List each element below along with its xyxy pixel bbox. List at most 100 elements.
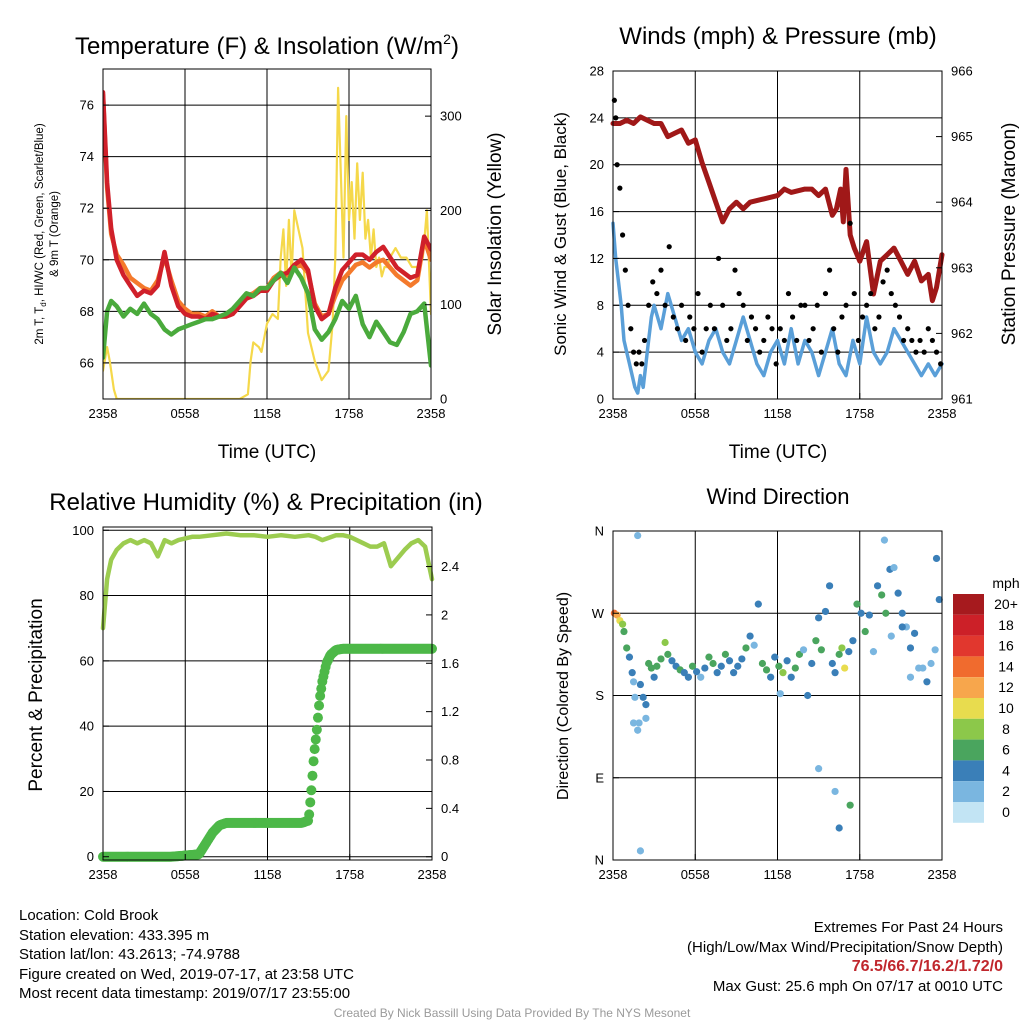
y-tick-label: 0: [87, 849, 94, 864]
wind-speed-y-axis: 0 4 8 12 16 20 24 28: [590, 64, 619, 407]
speed-colorbar: mph 20+ 18 16 14 12 10 8 6 4 2 0: [953, 575, 1020, 823]
direction-point: [838, 644, 846, 652]
extremes-values: 76.5/66.7/16.2/1.72/0: [851, 958, 1003, 975]
direction-point: [688, 662, 697, 670]
x-tick-label: 2358: [928, 406, 957, 421]
colorbar-label: 2: [1002, 783, 1010, 799]
direction-point: [831, 787, 839, 796]
x-tick-label: 0558: [681, 406, 710, 421]
gust-point: [744, 337, 750, 344]
gust-point: [674, 326, 681, 332]
colorbar-swatch: [953, 614, 984, 636]
gust-point: [761, 337, 767, 344]
direction-point: [841, 664, 849, 672]
direction-point: [835, 824, 843, 832]
direction-point: [668, 657, 676, 665]
direction-point: [865, 611, 873, 619]
y2-tick-label: 965: [951, 129, 973, 144]
gust-point: [670, 314, 676, 320]
extremes-subtitle: (High/Low/Max Wind/Precipitation/Snow De…: [687, 938, 1003, 956]
temperature-x-label: Time (UTC): [218, 442, 317, 463]
gust-point: [859, 314, 866, 320]
direction-point: [878, 591, 886, 599]
direction-point: [898, 623, 906, 631]
y-tick-label: 76: [80, 98, 94, 113]
wind-direction-points: [610, 531, 943, 855]
direction-point: [817, 646, 825, 654]
direction-point: [910, 629, 919, 637]
gust-point: [839, 314, 845, 320]
station-location: Location: Cold Brook: [19, 907, 159, 924]
gust-point: [711, 326, 718, 332]
colorbar-swatch: [953, 739, 984, 761]
gust-point: [880, 279, 886, 285]
x-tick-label: 0558: [681, 867, 710, 882]
wind-y-label: Sonic Wind & Gust (Blue, Black): [551, 112, 570, 356]
gust-point: [757, 349, 763, 355]
gust-point: [822, 290, 829, 297]
precip-point: [311, 724, 322, 735]
gust-point: [740, 302, 746, 308]
solar-line: [103, 86, 431, 399]
direction-point: [742, 644, 750, 652]
gust-point: [925, 326, 931, 332]
y-tick-label: 20: [80, 784, 94, 799]
direction-point: [639, 693, 647, 701]
precip-point: [304, 809, 315, 820]
x-tick-label: 1758: [845, 406, 874, 421]
precip-point: [308, 756, 319, 767]
colorbar-label: 0: [1002, 804, 1010, 820]
x-tick-label: 1758: [335, 867, 364, 882]
gust-point: [736, 290, 742, 297]
gust-point: [826, 267, 833, 273]
x-tick-label: 2358: [928, 867, 957, 882]
gust-point: [831, 326, 837, 332]
gust-point: [703, 326, 709, 332]
colorbar-label: 12: [998, 679, 1014, 695]
direction-point: [734, 662, 742, 670]
y-tick-label: 8: [597, 298, 604, 313]
gust-point: [639, 361, 645, 367]
direction-y-axis: N E S W N: [592, 524, 619, 868]
direction-point: [750, 641, 758, 649]
direction-point: [882, 609, 890, 617]
colorbar-label: 14: [998, 658, 1014, 674]
direction-point: [861, 627, 869, 636]
y-tick-label: 60: [80, 653, 94, 668]
direction-point: [717, 662, 725, 670]
direction-point: [684, 673, 692, 681]
temperature-gridlines: [103, 69, 431, 399]
temperature-series: [103, 86, 431, 399]
gust-point: [888, 290, 894, 297]
direction-point: [653, 662, 661, 670]
precip-point: [312, 712, 323, 723]
direction-point: [804, 691, 812, 700]
direction-point: [931, 646, 939, 654]
max-gust: Max Gust: 25.6 mph On 07/17 at 0010 UTC: [712, 977, 1003, 995]
winds-x-axis: 2358 0558 1158 1758 2358: [599, 393, 957, 421]
direction-point: [680, 669, 688, 677]
gust-point: [732, 267, 738, 273]
precip-point: [305, 797, 316, 808]
winds-x-label: Time (UTC): [729, 442, 828, 463]
y-tick-label: 16: [590, 204, 604, 219]
gust-point: [691, 326, 697, 332]
precip-point: [306, 785, 317, 796]
temperature-y-label: 2m T, Td, HI/WC (Red, Green, Scarlet/Blu…: [34, 123, 48, 344]
y-tick-label: 0: [597, 392, 604, 407]
direction-point: [825, 582, 834, 590]
humidity-title: Relative Humidity (%) & Precipitation (i…: [49, 489, 482, 516]
rh-line: [100, 531, 435, 631]
gust-point: [748, 314, 755, 320]
x-tick-label: 0558: [171, 406, 200, 421]
direction-point: [629, 678, 638, 686]
gust-point: [678, 302, 685, 308]
direction-point: [693, 668, 701, 676]
pressure-line: [610, 114, 945, 304]
direction-point: [754, 600, 762, 608]
temperature-y-axis: 66 68 70 72 74 76: [80, 98, 109, 370]
pressure-y-label: Station Pressure (Maroon): [999, 123, 1020, 346]
direction-point: [815, 765, 823, 773]
humidity-x-axis: 2358 0558 1158 1758 2358: [89, 854, 446, 882]
gust-point: [847, 220, 853, 226]
